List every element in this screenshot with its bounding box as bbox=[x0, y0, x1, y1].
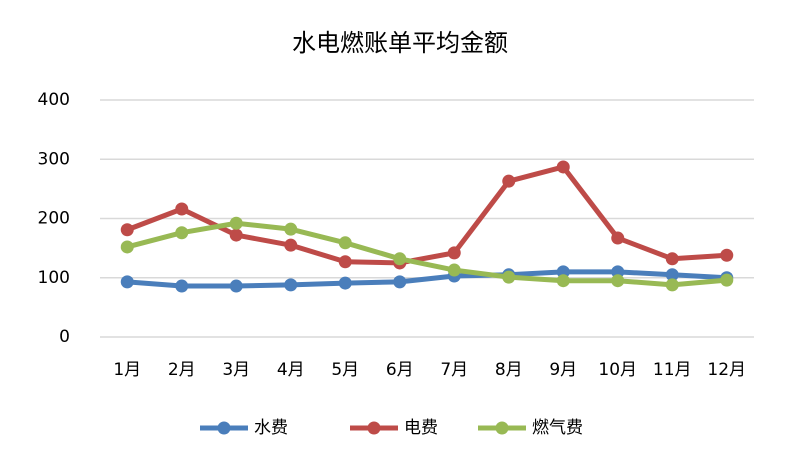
x-tick-label: 8月 bbox=[495, 360, 523, 380]
x-tick-label: 4月 bbox=[277, 360, 305, 380]
data-point bbox=[447, 263, 461, 277]
legend-marker bbox=[367, 421, 381, 435]
data-point bbox=[229, 279, 243, 293]
data-point bbox=[175, 226, 189, 240]
x-tick-label: 11月 bbox=[653, 360, 692, 380]
data-point bbox=[284, 238, 298, 252]
legend-marker bbox=[217, 421, 231, 435]
data-point bbox=[720, 273, 734, 287]
series-line bbox=[126, 220, 727, 288]
legend-label: 水费 bbox=[254, 418, 288, 438]
data-point bbox=[665, 278, 679, 292]
data-point bbox=[556, 274, 570, 288]
data-point bbox=[556, 265, 570, 279]
data-point bbox=[120, 275, 134, 289]
data-point bbox=[393, 252, 407, 266]
data-point bbox=[665, 268, 679, 282]
data-point bbox=[284, 278, 298, 292]
x-tick-label: 12月 bbox=[707, 360, 746, 380]
data-point bbox=[175, 279, 189, 293]
data-point bbox=[120, 240, 134, 254]
y-tick-label: 300 bbox=[38, 149, 70, 169]
data-point bbox=[338, 276, 352, 290]
x-tick-label: 10月 bbox=[598, 360, 637, 380]
data-point bbox=[502, 174, 516, 188]
legend-marker bbox=[495, 421, 509, 435]
x-tick-label: 7月 bbox=[440, 360, 468, 380]
x-tick-label: 5月 bbox=[331, 360, 359, 380]
x-tick-label: 2月 bbox=[168, 360, 196, 380]
data-point bbox=[229, 216, 243, 230]
data-point bbox=[611, 231, 625, 245]
data-point bbox=[229, 228, 243, 242]
x-tick-label: 6月 bbox=[386, 360, 414, 380]
y-tick-label: 200 bbox=[38, 209, 70, 229]
series-line bbox=[127, 269, 727, 289]
data-point bbox=[447, 246, 461, 260]
y-tick-label: 100 bbox=[38, 268, 70, 288]
series-line bbox=[126, 164, 727, 266]
x-tick-label: 9月 bbox=[549, 360, 577, 380]
legend-label: 电费 bbox=[404, 418, 438, 438]
data-point bbox=[338, 255, 352, 269]
y-tick-label: 400 bbox=[38, 90, 70, 110]
data-point bbox=[338, 236, 352, 250]
data-point bbox=[611, 274, 625, 288]
chart-title: 水电燃账单平均金额 bbox=[292, 29, 508, 57]
data-point bbox=[175, 202, 189, 216]
data-point bbox=[665, 252, 679, 266]
data-point bbox=[393, 275, 407, 289]
data-point bbox=[611, 265, 625, 279]
data-point bbox=[120, 223, 134, 237]
data-point bbox=[556, 160, 570, 174]
legend-label: 燃气费 bbox=[532, 418, 583, 438]
data-point bbox=[284, 222, 298, 236]
y-tick-label: 0 bbox=[59, 327, 70, 347]
x-tick-label: 3月 bbox=[222, 360, 250, 380]
x-tick-label: 1月 bbox=[113, 360, 141, 380]
data-point bbox=[720, 248, 734, 262]
data-point bbox=[502, 270, 516, 284]
